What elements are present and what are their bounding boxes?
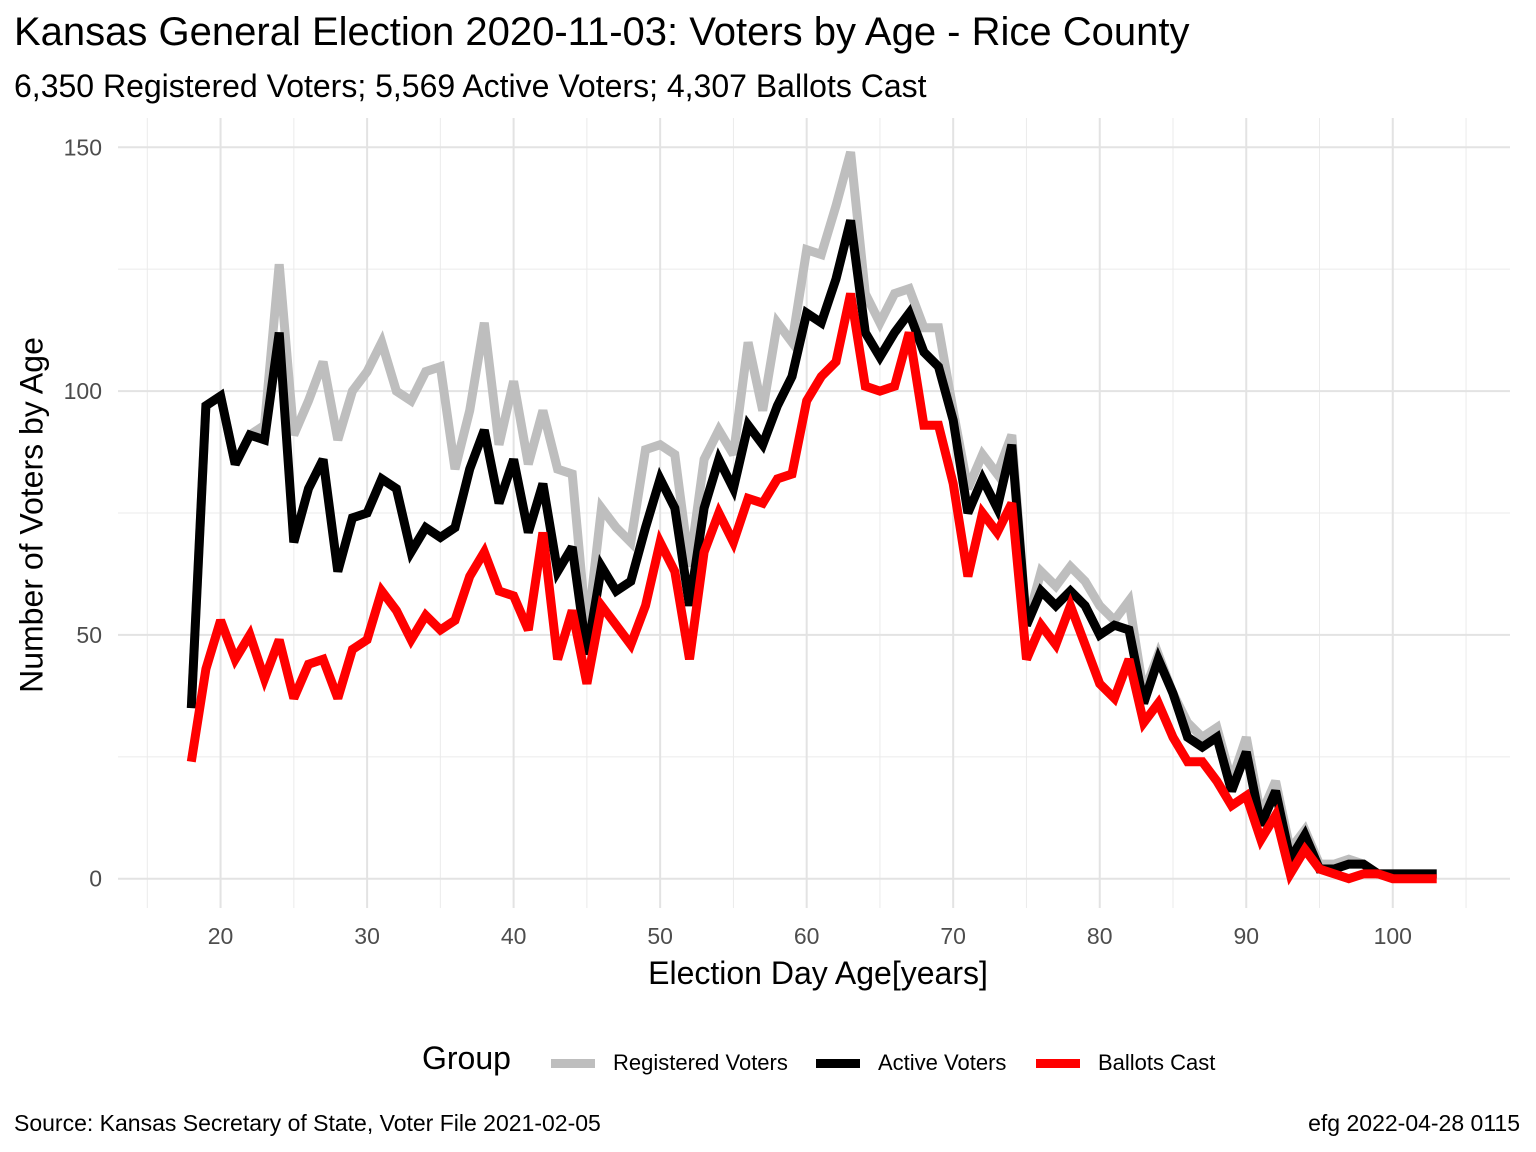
x-tick-label: 20 <box>208 923 234 949</box>
chart-subtitle: 6,350 Registered Voters; 5,569 Active Vo… <box>14 68 927 104</box>
x-axis-label: Election Day Age[years] <box>648 955 988 991</box>
x-tick-label: 30 <box>354 923 380 949</box>
x-tick-label: 70 <box>940 923 966 949</box>
legend-item-active: Active Voters <box>816 1048 1006 1078</box>
legend-label-ballots: Ballots Cast <box>1098 1050 1216 1075</box>
series-lines <box>186 150 1437 886</box>
y-axis-label: Number of Voters by Age <box>13 337 50 693</box>
y-axis-ticks: 0 50 100 150 <box>64 134 102 891</box>
legend-label-registered: Registered Voters <box>613 1050 788 1075</box>
y-tick-label: 100 <box>64 378 102 404</box>
y-tick-label: 0 <box>89 866 102 892</box>
legend-label-active: Active Voters <box>878 1050 1007 1075</box>
x-tick-label: 90 <box>1233 923 1259 949</box>
active-voters-line <box>186 219 1437 879</box>
legend: Group Registered Voters Active Voters Ba… <box>0 1040 1536 1084</box>
legend-title: Group <box>422 1040 511 1076</box>
x-tick-label: 80 <box>1087 923 1113 949</box>
y-tick-label: 50 <box>76 622 102 648</box>
legend-item-ballots: Ballots Cast <box>1036 1048 1215 1078</box>
x-axis-ticks: 20 30 40 50 60 70 80 90 100 <box>208 923 1412 949</box>
legend-item-registered: Registered Voters <box>551 1048 788 1078</box>
source-note: Source: Kansas Secretary of State, Voter… <box>14 1110 601 1136</box>
legend-key-ballots <box>1036 1058 1080 1068</box>
chart-title: Kansas General Election 2020-11-03: Vote… <box>14 10 1190 54</box>
y-tick-label: 150 <box>64 134 102 160</box>
credit-note: efg 2022-04-28 0115 <box>1308 1110 1520 1136</box>
x-tick-label: 60 <box>794 923 820 949</box>
x-tick-label: 50 <box>647 923 673 949</box>
legend-key-registered <box>551 1058 595 1068</box>
x-tick-label: 40 <box>501 923 527 949</box>
x-tick-label: 100 <box>1374 923 1412 949</box>
legend-key-active <box>816 1058 860 1068</box>
ballots-cast-line <box>186 292 1437 886</box>
